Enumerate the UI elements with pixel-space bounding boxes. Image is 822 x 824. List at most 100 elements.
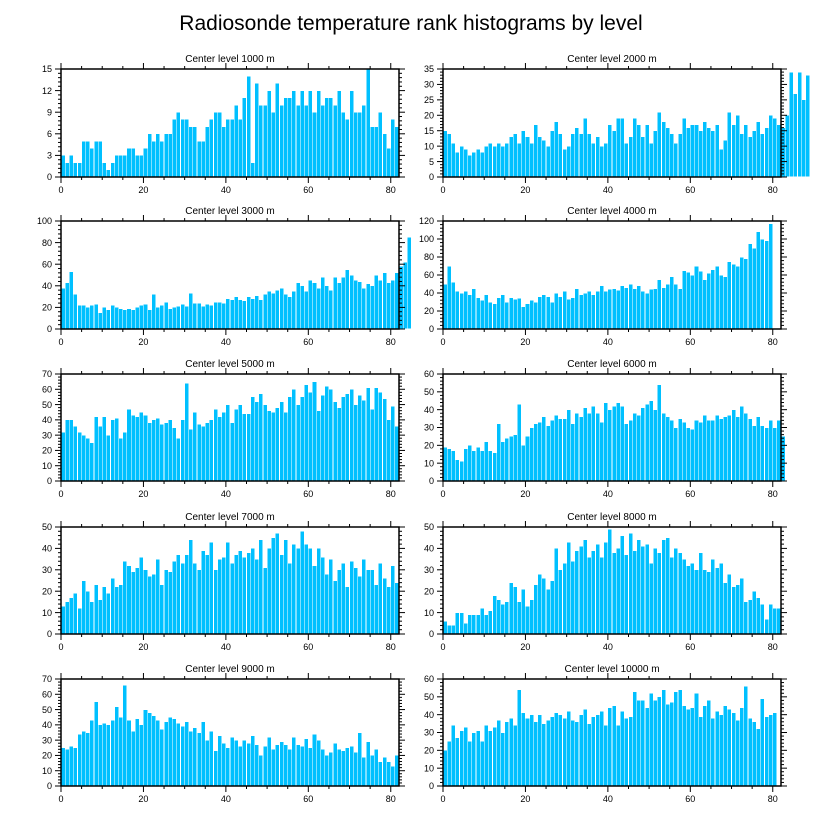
histogram-bar: [390, 765, 396, 787]
histogram-bar: [500, 441, 506, 482]
panel-title: Center level 7000 m: [185, 512, 275, 523]
histogram-bar: [250, 735, 256, 787]
y-tick-label: 10: [424, 763, 434, 773]
histogram-bar: [591, 142, 596, 178]
histogram-bar: [134, 718, 140, 787]
histogram-bar: [151, 573, 157, 635]
histogram-bar: [727, 573, 732, 635]
histogram-bar: [685, 427, 691, 482]
histogram-bar: [488, 142, 493, 178]
histogram-bar: [496, 142, 502, 178]
histogram-bar: [652, 130, 658, 178]
histogram-bar: [221, 742, 227, 787]
histogram-bar: [270, 111, 276, 178]
histogram-bar: [624, 423, 629, 482]
histogram-bar: [81, 140, 87, 178]
histogram-bar: [163, 569, 169, 635]
histogram-bar: [295, 404, 301, 482]
histogram-bar: [258, 755, 264, 787]
histogram-bar: [702, 414, 708, 482]
histogram-bar: [209, 304, 214, 330]
histogram-bar: [390, 280, 396, 330]
histogram-bar: [328, 388, 334, 482]
histogram-bar: [357, 281, 363, 330]
y-tick-label: 40: [424, 710, 434, 720]
histogram-bar: [188, 539, 194, 635]
histogram-bar: [714, 124, 720, 178]
histogram-bar: [200, 306, 206, 330]
histogram-bar: [698, 421, 703, 482]
histogram-bar: [615, 402, 621, 482]
histogram-bar: [467, 445, 473, 482]
plot-frame: [442, 526, 782, 635]
histogram-bar: [739, 256, 745, 330]
histogram-bar: [217, 735, 223, 787]
histogram-bar: [446, 265, 452, 330]
histogram-bar: [727, 111, 732, 178]
histogram-bar: [492, 303, 497, 330]
histogram-bar: [632, 288, 638, 330]
histogram-bar: [163, 721, 169, 787]
histogram-bar: [648, 142, 654, 178]
histogram-bar: [722, 139, 728, 178]
histogram-bar: [636, 539, 642, 635]
histogram-bar: [521, 588, 526, 635]
histogram-bar: [483, 725, 489, 787]
histogram-bar: [772, 118, 778, 178]
histogram-bar: [677, 689, 683, 787]
histogram-bar: [549, 716, 555, 787]
histogram-bar: [316, 548, 321, 635]
histogram-bar: [180, 563, 185, 635]
histogram-bar: [628, 533, 633, 635]
histogram-bar: [706, 272, 712, 330]
histogram-bar: [475, 730, 481, 787]
y-tick-label: 100: [419, 234, 434, 244]
histogram-bar: [714, 710, 720, 787]
histogram-bar: [233, 104, 239, 178]
x-tick-label: 60: [303, 794, 313, 804]
histogram-bar: [578, 714, 584, 787]
histogram-bar: [632, 691, 638, 787]
histogram-bar: [591, 405, 596, 482]
histogram-bar: [118, 716, 124, 787]
histogram-bar: [521, 445, 526, 482]
histogram-bar: [139, 304, 144, 330]
y-tick-label: 0: [429, 324, 434, 334]
histogram-bar: [677, 418, 683, 482]
histogram-bar: [562, 290, 567, 330]
histogram-bar: [262, 745, 268, 787]
histogram-bar: [549, 420, 555, 482]
histogram-bar: [254, 295, 260, 330]
y-tick-label: 20: [424, 586, 434, 596]
histogram-bar: [336, 749, 342, 787]
histogram-bar: [262, 404, 268, 482]
histogram-bar: [250, 298, 256, 330]
y-tick-label: 60: [424, 270, 434, 280]
histogram-bar: [139, 411, 144, 482]
histogram-bar: [93, 701, 99, 787]
x-tick-label: 80: [768, 185, 778, 195]
histogram-bar: [299, 285, 305, 330]
histogram-bar: [537, 714, 543, 787]
x-tick-label: 80: [768, 642, 778, 652]
histogram-bar: [652, 700, 658, 787]
histogram-bar: [727, 261, 732, 330]
x-tick-label: 20: [138, 185, 148, 195]
histogram-bar: [747, 717, 753, 787]
histogram-bar: [574, 550, 580, 635]
histogram-bar: [114, 418, 120, 482]
histogram-bar: [694, 420, 699, 482]
histogram-bar: [378, 392, 383, 482]
histogram-bar: [628, 136, 633, 178]
histogram-bar: [147, 422, 152, 482]
histogram-bar: [180, 419, 185, 482]
histogram-bar: [204, 554, 210, 635]
histogram-bar: [681, 558, 687, 635]
histogram-bar: [101, 416, 107, 482]
histogram-bar: [496, 599, 502, 635]
histogram-bar: [68, 155, 74, 178]
histogram-bar: [710, 558, 716, 635]
histogram-bar: [566, 710, 572, 787]
histogram-bar: [266, 410, 272, 482]
histogram-bar: [661, 121, 666, 178]
